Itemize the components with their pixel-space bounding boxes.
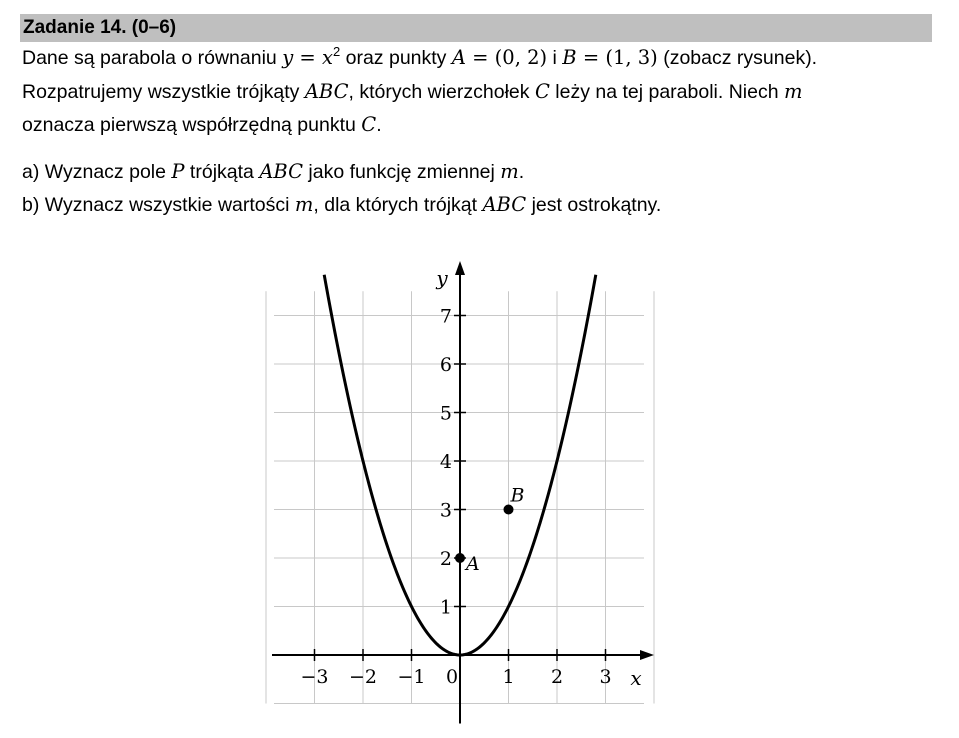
y-tick-label: 3 [440,500,452,522]
text: Rozpatrujemy wszystkie trójkąty [22,81,305,103]
math-x: x [321,46,333,69]
task-statement-line-2: Rozpatrujemy wszystkie trójkąty ABC, któ… [22,80,802,104]
point-b [503,504,514,515]
point-a [455,553,465,563]
parabola-curve [322,274,598,657]
math-m: m [500,160,519,183]
y-tick-label: 4 [440,451,452,473]
x-axis-label: x [630,666,641,690]
y-tick-label: 7 [440,306,452,328]
math-point-b: B [562,46,577,69]
text: leży na tej paraboli. Niech [549,81,784,103]
task-title: Zadanie 14. (0–6) [23,17,177,38]
math-c: C [534,80,550,103]
y-tick-label: 1 [440,597,452,619]
math-point-a: A [451,46,466,69]
text: (zobacz rysunek). [657,47,818,69]
text: jest ostrokątny. [526,194,662,216]
math-c: C [361,113,377,136]
y-tick-label: 2 [440,548,452,570]
math-abc: ABC [304,80,349,103]
text: Dane są parabola o równaniu [22,47,283,69]
math-m: m [294,193,314,216]
text: trójkąta [184,161,260,183]
text: . [518,161,525,183]
text: , dla których trójkąt [313,194,483,216]
x-tick-label: 3 [599,666,611,688]
math-p: P [171,160,185,183]
text: , których wierzchołek [348,81,535,103]
point-b-label: B [510,485,525,507]
x-tick-label: 0 [446,666,458,688]
x-tick-label: −2 [349,666,377,688]
math-point-b-coords: = (1, 3) [576,46,658,69]
text: . [376,114,382,136]
text: jako funkcję zmiennej [303,161,501,183]
subtask-b: b) Wyznacz wszystkie wartości m, dla któ… [22,193,661,217]
x-tick-label: 2 [551,666,563,688]
y-axis-arrow [455,261,465,275]
text: oznacza pierwszą współrzędną punktu [22,114,362,136]
task-header: Zadanie 14. (0–6) [20,14,932,42]
math-m: m [783,80,803,103]
math-point-a-coords: = (0, 2) [465,46,548,69]
math-y: y [282,46,294,69]
x-tick-label: −3 [300,666,328,688]
y-tick-label: 6 [440,354,452,376]
math-abc: ABC [259,160,304,183]
x-axis-arrow [640,650,654,660]
y-tick-label: 5 [440,403,452,425]
math-abc: ABC [482,193,527,216]
math-exponent: 2 [332,44,341,59]
parabola-graph: −3 −2 −1 0 1 2 3 1 2 3 4 5 6 7 x y A B [265,261,655,724]
text: a) Wyznacz pole [22,161,172,183]
task-statement-line-3: oznacza pierwszą współrzędną punktu C. [22,113,382,137]
math-op: = [293,46,322,69]
y-axis-label: y [435,266,448,290]
point-a-label: A [464,553,480,575]
text: i [547,47,563,69]
subtask-a: a) Wyznacz pole P trójkąta ABC jako funk… [22,160,524,184]
task-statement-line-1: Dane są parabola o równaniu y = x2 oraz … [22,44,818,70]
x-tick-label: 1 [502,666,514,688]
text: b) Wyznacz wszystkie wartości [22,194,295,216]
x-tick-label: −1 [397,666,425,688]
text: oraz punkty [340,47,452,69]
